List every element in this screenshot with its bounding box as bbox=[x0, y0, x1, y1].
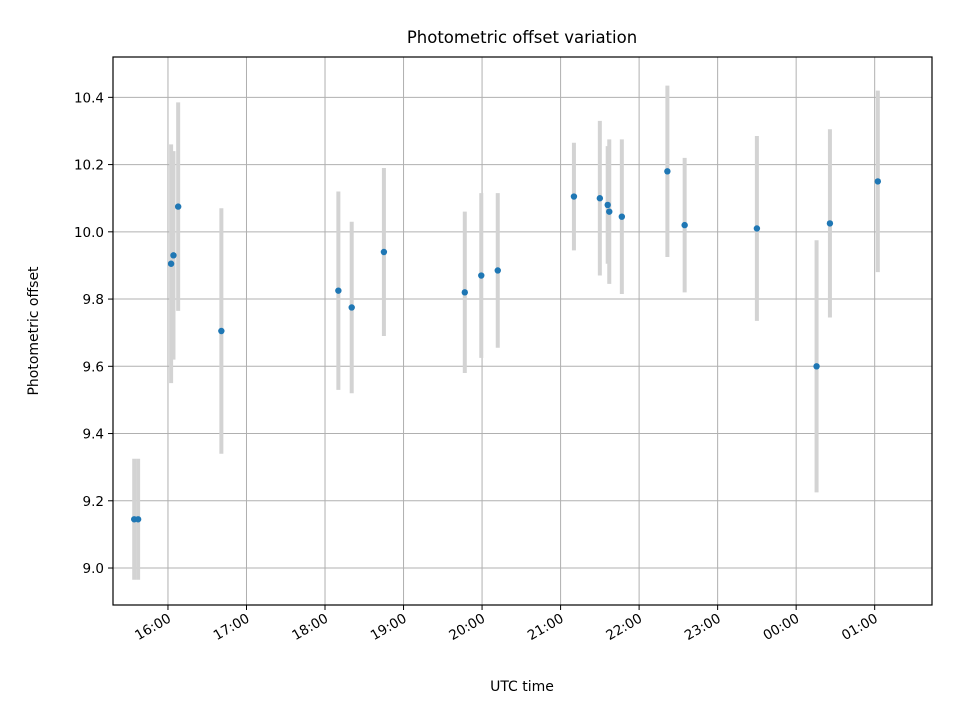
data-point bbox=[606, 208, 613, 215]
y-tick-label: 10.4 bbox=[74, 90, 104, 106]
error-bars bbox=[132, 85, 880, 580]
y-tick-label: 10.2 bbox=[74, 158, 104, 174]
data-point bbox=[874, 178, 882, 185]
grid-lines bbox=[113, 57, 932, 605]
data-point bbox=[570, 193, 578, 200]
data-point bbox=[618, 213, 626, 220]
x-tick-label: 18:00 bbox=[289, 611, 331, 644]
x-tick-label: 17:00 bbox=[211, 611, 253, 644]
y-tick-label: 9.2 bbox=[83, 494, 104, 510]
data-point bbox=[604, 201, 611, 209]
data-point bbox=[170, 252, 177, 259]
y-tick-label: 9.0 bbox=[83, 561, 104, 577]
data-point bbox=[681, 221, 688, 229]
data-point bbox=[174, 203, 182, 210]
data-point bbox=[596, 195, 604, 202]
chart-title: Photometric offset variation bbox=[407, 28, 637, 47]
data-points bbox=[131, 168, 882, 523]
axis-ticks: 16:00 17:00 18:00 19:00 20:00 21:00 22:00 23:00… bbox=[74, 90, 881, 644]
x-tick-label: 21:00 bbox=[525, 611, 567, 644]
data-point bbox=[478, 272, 485, 279]
y-tick-label: 9.6 bbox=[83, 359, 104, 375]
x-tick-label: 23:00 bbox=[682, 611, 724, 644]
y-axis-label: Photometric offset bbox=[26, 266, 42, 396]
y-tick-label: 9.4 bbox=[83, 427, 104, 443]
x-axis-label: UTC time bbox=[490, 679, 554, 695]
data-point bbox=[494, 267, 501, 274]
plot-frame bbox=[112, 56, 933, 606]
x-tick-label: 20:00 bbox=[446, 611, 488, 644]
y-tick-label: 9.8 bbox=[83, 292, 104, 308]
data-point bbox=[348, 304, 355, 311]
data-point bbox=[664, 168, 671, 175]
x-tick-label: 22:00 bbox=[603, 611, 645, 644]
x-tick-label: 01:00 bbox=[839, 611, 881, 644]
data-point bbox=[335, 287, 342, 294]
data-point bbox=[218, 327, 225, 335]
data-point bbox=[380, 248, 388, 256]
data-point bbox=[167, 260, 175, 267]
x-tick-label: 19:00 bbox=[368, 611, 410, 644]
x-tick-label: 00:00 bbox=[760, 611, 802, 644]
data-point bbox=[134, 516, 142, 523]
data-point bbox=[813, 363, 820, 370]
x-tick-label: 16:00 bbox=[132, 611, 174, 644]
data-point bbox=[826, 220, 834, 227]
data-point bbox=[753, 225, 761, 232]
data-point bbox=[461, 289, 468, 296]
y-tick-label: 10.0 bbox=[74, 225, 104, 241]
